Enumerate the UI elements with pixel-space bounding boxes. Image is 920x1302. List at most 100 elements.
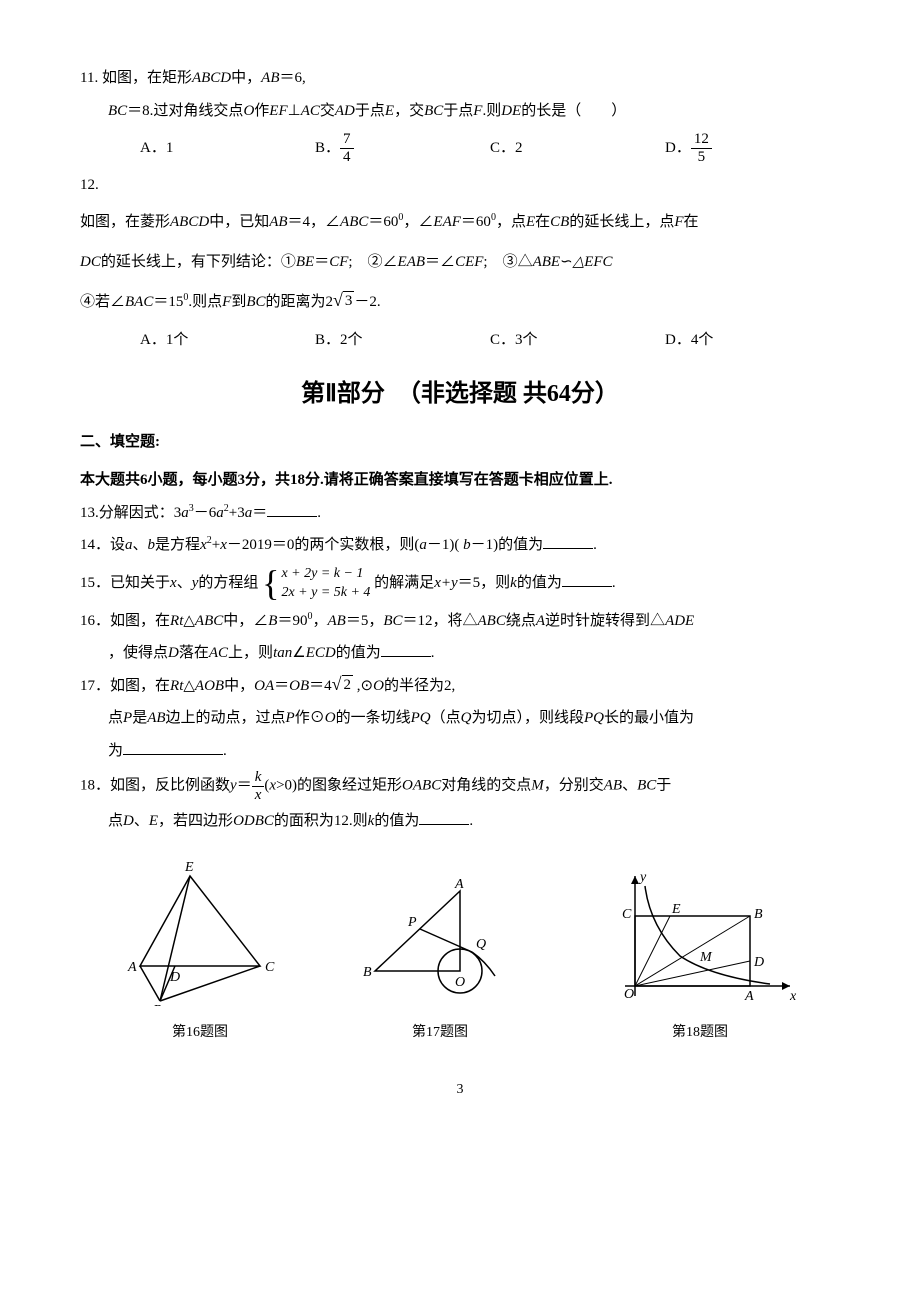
t: BC	[246, 294, 265, 310]
t: ＝12，将△	[403, 613, 478, 629]
t: BC	[108, 103, 127, 119]
t: 中，	[231, 70, 261, 86]
opt-a: A．1	[140, 131, 315, 165]
lD: D	[753, 955, 764, 970]
opt-c: C．3个	[490, 326, 665, 355]
t: 的值为	[336, 645, 381, 661]
frac: 74	[340, 131, 354, 165]
t: D	[168, 645, 179, 661]
t: ABCD	[170, 214, 209, 230]
frac: kx	[252, 769, 265, 803]
t: EAF	[433, 214, 461, 230]
q11-l2: BC＝8.过对角线交点O作EF⊥AC交AD于点E，交BC于点F.则DE的长是（ …	[80, 97, 840, 126]
t: 分解因式：3	[99, 505, 182, 521]
t: Q	[461, 710, 472, 726]
t: OA	[254, 678, 274, 694]
blank	[381, 641, 431, 657]
d: 5	[691, 149, 712, 166]
fig18: O A B C D E M x y 第18题图	[600, 866, 800, 1047]
t: OABC	[402, 778, 441, 794]
fig18-svg: O A B C D E M x y	[600, 866, 800, 1006]
t: ABC	[340, 214, 368, 230]
t: 边上的动点，过点	[166, 710, 286, 726]
t: 的面积为12.则	[274, 813, 368, 829]
t: ECD	[306, 645, 336, 661]
q12-options: A．1个 B．2个 C．3个 D．4个	[80, 326, 840, 355]
t: ＝5，	[346, 613, 384, 629]
t: 的延长线上，点	[569, 214, 674, 230]
cap16: 第16题图	[120, 1020, 280, 1047]
t: 交	[320, 103, 335, 119]
t: 中，∠	[223, 613, 268, 629]
lC: C	[622, 907, 632, 922]
t: 逆时针旋转得到△	[545, 613, 665, 629]
t: 已知关于	[110, 575, 170, 591]
lB: B	[153, 1003, 162, 1006]
n: 17．	[80, 678, 110, 694]
q11-options: A．1 B．74 C．2 D．125	[80, 131, 840, 165]
lC: C	[265, 960, 275, 975]
t: 、	[622, 778, 637, 794]
radical-icon: √	[332, 675, 342, 693]
t: CF	[329, 254, 348, 270]
q17: 17．如图，在Rt△AOB中，OA＝OB＝4√2 ,⊙O的半径为2,	[80, 672, 840, 701]
t: 如图，在	[110, 678, 170, 694]
q15: 15．已知关于x、y的方程组 { x + 2y = k − 1 2x + y =…	[80, 564, 840, 603]
lD: D	[169, 970, 180, 985]
lA: A	[744, 989, 754, 1004]
n: 16．	[80, 613, 110, 629]
t: BC	[424, 103, 443, 119]
q17-l2: 点P是AB边上的动点，过点P作⊙O的一条切线PQ（点Q为切点），则线段PQ长的最…	[80, 704, 840, 733]
t: CEF	[455, 254, 483, 270]
fill-h2: 本大题共6小题，每小题3分，共18分.请将正确答案直接填写在答题卡相应位置上.	[80, 466, 840, 495]
t: x+y	[434, 575, 457, 591]
t: 到	[231, 294, 246, 310]
t: BC	[383, 613, 402, 629]
n: 18．	[80, 778, 110, 794]
t: 的值为	[374, 813, 419, 829]
l: B．	[315, 134, 340, 163]
t: 3	[343, 291, 355, 310]
t: 的半径为2,	[384, 678, 455, 694]
brace-icon: {	[262, 565, 279, 601]
t: 的一条切线	[336, 710, 411, 726]
t: ADE	[665, 613, 694, 629]
t: .	[431, 645, 435, 661]
t: .	[593, 537, 597, 553]
t: F	[222, 294, 231, 310]
l: A．	[140, 134, 166, 163]
t: b	[148, 537, 156, 553]
t: ABCD	[192, 70, 231, 86]
t: ＝4	[309, 678, 332, 694]
n: k	[252, 769, 265, 787]
t: BC	[637, 778, 656, 794]
l: C．	[490, 134, 515, 163]
t: ＝	[314, 254, 329, 270]
t: ，交	[394, 103, 424, 119]
t: ; ②∠	[348, 254, 397, 270]
t: +3	[229, 505, 245, 521]
t: y	[230, 778, 237, 794]
rows: x + 2y = k − 1 2x + y = 5k + 4	[281, 564, 370, 603]
t: 是方程	[155, 537, 200, 553]
t: ＝∠	[425, 254, 455, 270]
t: k	[510, 575, 517, 591]
q12-l3: ④若∠BAC＝150.则点F到BC的距离为2√3－2.	[80, 284, 840, 320]
t: ，∠	[403, 214, 433, 230]
t: x	[220, 537, 227, 553]
t: AC	[209, 645, 228, 661]
t: 如图，在菱形	[80, 214, 170, 230]
q11: 11. 如图，在矩形ABCD中，AB＝6,	[80, 64, 840, 93]
blank	[562, 571, 612, 587]
t: （点	[431, 710, 461, 726]
t: E	[526, 214, 535, 230]
t: AC	[301, 103, 320, 119]
r1: x + 2y = k − 1	[281, 566, 363, 581]
t: b	[463, 537, 471, 553]
lA: A	[127, 960, 137, 975]
n: 14．	[80, 537, 110, 553]
t: 作⊙	[295, 710, 325, 726]
q12-num: 12.	[80, 171, 840, 200]
t: 为切点），则线段	[471, 710, 584, 726]
t: +	[212, 537, 220, 553]
